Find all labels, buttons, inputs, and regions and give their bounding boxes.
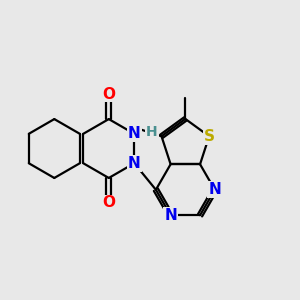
Text: N: N: [128, 126, 141, 141]
Text: S: S: [204, 129, 215, 144]
Text: N: N: [128, 156, 141, 171]
Text: N: N: [164, 208, 177, 223]
Text: O: O: [102, 196, 115, 211]
Text: H: H: [146, 125, 158, 139]
Text: N: N: [208, 182, 221, 197]
Text: O: O: [102, 87, 115, 102]
